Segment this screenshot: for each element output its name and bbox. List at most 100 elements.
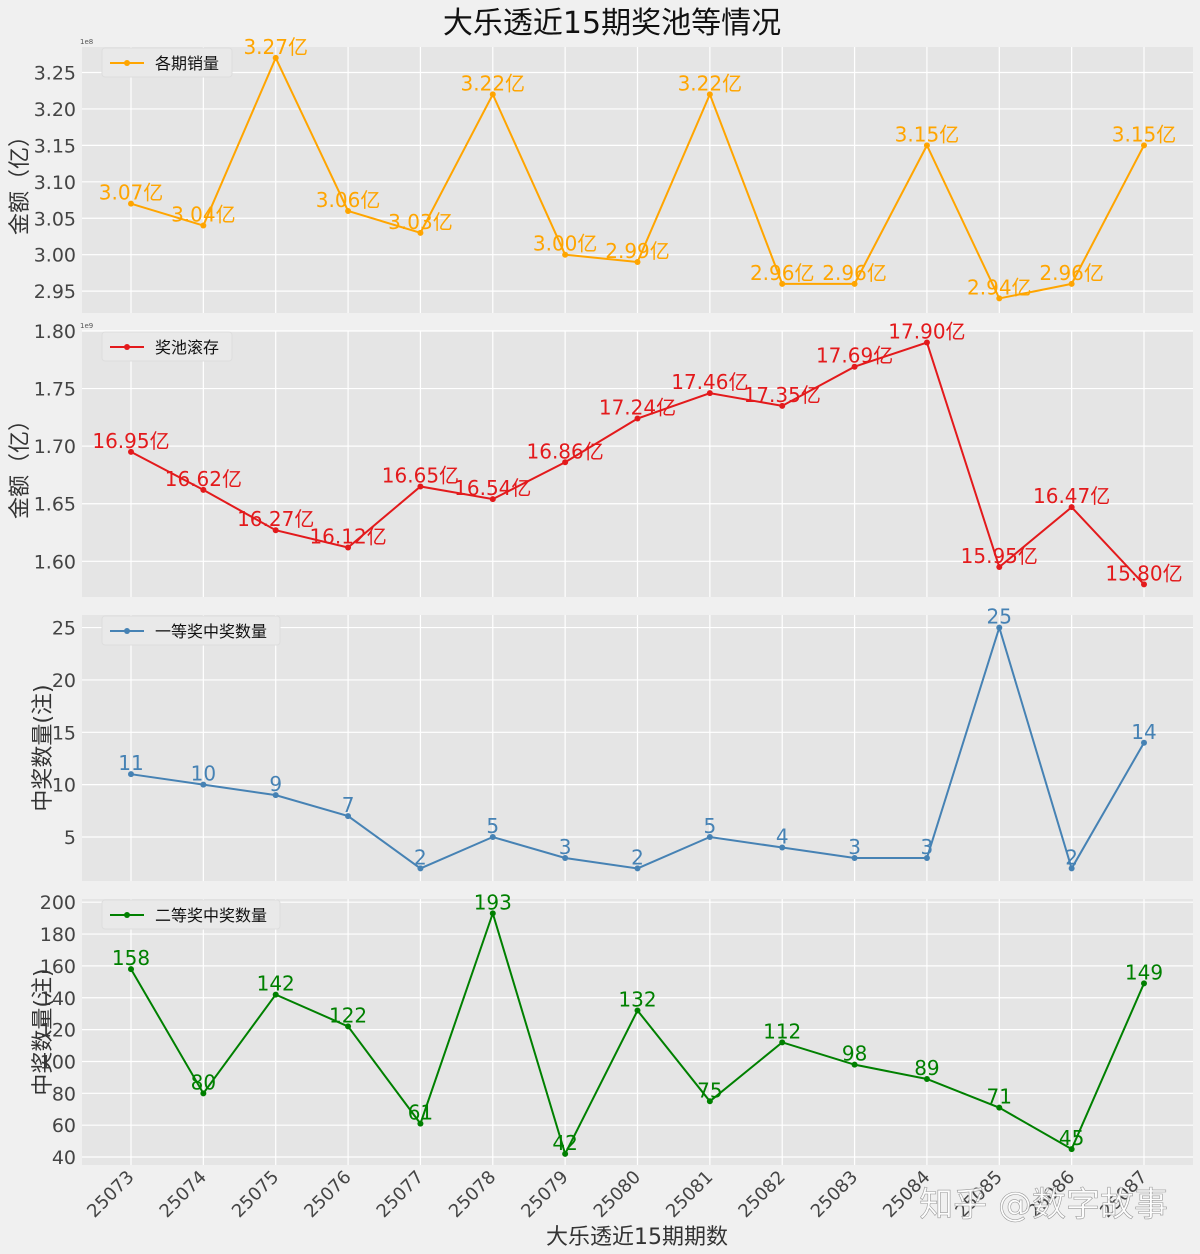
legend-marker — [124, 628, 130, 634]
data-label: 3.22亿 — [461, 71, 526, 95]
data-label: 3 — [921, 835, 934, 859]
data-point — [1141, 581, 1147, 588]
data-label: 3.07亿 — [99, 181, 164, 205]
data-point — [779, 1039, 786, 1046]
data-point — [562, 251, 569, 258]
y-tick-label: 1.75 — [34, 379, 76, 401]
data-point — [706, 390, 713, 397]
data-label: 10 — [191, 762, 216, 786]
legend-box — [101, 47, 233, 78]
data-label: 80 — [191, 1070, 216, 1094]
data-label: 16.95亿 — [92, 429, 169, 453]
data-point — [128, 200, 134, 207]
data-label: 3.04亿 — [171, 203, 236, 227]
y-tick-label: 200 — [40, 892, 76, 914]
y-tick-label: 1.60 — [34, 551, 76, 573]
data-label: 17.46亿 — [671, 370, 748, 394]
legend-marker — [124, 344, 130, 350]
data-point — [128, 966, 134, 973]
data-label: 3.06亿 — [316, 188, 381, 212]
data-point — [706, 834, 713, 841]
data-point — [851, 1061, 858, 1068]
y-tick-label: 3.25 — [34, 63, 76, 85]
legend-box — [101, 899, 281, 930]
data-point — [562, 854, 569, 861]
y-tick-label: 20 — [52, 670, 76, 692]
data-point — [489, 910, 496, 917]
axis-offset-text: 1e9 — [80, 322, 93, 330]
data-label: 2.96亿 — [822, 261, 887, 285]
data-label: 16.54亿 — [454, 476, 531, 500]
data-point — [1141, 739, 1147, 746]
legend-box — [101, 331, 233, 362]
y-axis-title: 金额（亿） — [8, 409, 33, 519]
data-label: 89 — [914, 1056, 939, 1080]
data-label: 42 — [552, 1131, 577, 1155]
chart-panels: 2.95 3.00 3.05 3.10 3.15 3.20 3.25 1e8 金额（亿） 3.07… — [8, 35, 1193, 1222]
y-axis-title: 中奖数量(注) — [31, 684, 56, 811]
data-point — [779, 402, 786, 409]
data-label: 2.94亿 — [967, 275, 1032, 299]
y-axis-title: 金额（亿） — [8, 125, 33, 235]
data-label: 3.15亿 — [1112, 122, 1177, 146]
data-label: 2.96亿 — [1039, 261, 1104, 285]
data-label: 2 — [414, 845, 427, 869]
y-tick-label: 2.95 — [34, 281, 76, 303]
data-point — [996, 295, 1003, 302]
data-label: 142 — [257, 972, 295, 996]
y-tick-label: 60 — [52, 1115, 76, 1137]
data-point — [489, 496, 496, 503]
data-label: 122 — [329, 1003, 367, 1027]
legend-label: 各期销量 — [155, 54, 219, 73]
data-point — [1068, 1146, 1075, 1153]
data-label: 3.00亿 — [533, 232, 598, 256]
data-point — [1141, 142, 1147, 149]
y-tick-label: 15 — [52, 722, 76, 744]
data-label: 16.12亿 — [309, 524, 386, 548]
data-point — [345, 1023, 352, 1030]
legend-marker — [124, 912, 130, 918]
data-point — [272, 54, 279, 61]
data-label: 17.24亿 — [599, 396, 676, 420]
data-label: 16.86亿 — [527, 439, 604, 463]
y-tick-label: 3.15 — [34, 135, 76, 157]
data-point — [634, 865, 641, 872]
data-point — [923, 1075, 930, 1082]
data-label: 7 — [342, 793, 355, 817]
data-point — [851, 854, 858, 861]
data-label: 158 — [112, 946, 150, 970]
data-label: 71 — [987, 1085, 1012, 1109]
data-point — [779, 280, 786, 287]
data-label: 16.47亿 — [1033, 484, 1110, 508]
data-label: 15.80亿 — [1105, 561, 1182, 585]
data-point — [489, 834, 496, 841]
data-label: 4 — [776, 824, 789, 848]
data-point — [634, 258, 641, 265]
data-label: 14 — [1131, 720, 1156, 744]
data-label: 98 — [842, 1042, 867, 1066]
y-tick-label: 25 — [52, 618, 76, 640]
data-point — [923, 854, 930, 861]
data-label: 16.62亿 — [165, 467, 242, 491]
data-point — [128, 448, 134, 455]
chart-title: 大乐透近15期奖池等情况 — [443, 6, 781, 41]
data-point — [417, 1120, 424, 1127]
data-label: 2.99亿 — [605, 239, 670, 263]
data-label: 9 — [269, 772, 282, 796]
data-point — [562, 1150, 569, 1157]
data-point — [851, 280, 858, 287]
y-tick-label: 180 — [40, 924, 76, 946]
watermark: 知乎 @数字故事 — [919, 1185, 1168, 1225]
data-label: 3.22亿 — [678, 71, 743, 95]
y-tick-label: 1.70 — [34, 436, 76, 458]
data-point — [706, 1098, 713, 1105]
data-point — [417, 229, 424, 236]
data-label: 17.90亿 — [888, 320, 965, 344]
data-point — [562, 459, 569, 466]
data-label: 45 — [1059, 1126, 1084, 1150]
legend-label: 一等奖中奖数量 — [155, 622, 267, 641]
data-point — [272, 792, 279, 799]
y-tick-label: 3.05 — [34, 208, 76, 230]
y-tick-label: 160 — [40, 956, 76, 978]
